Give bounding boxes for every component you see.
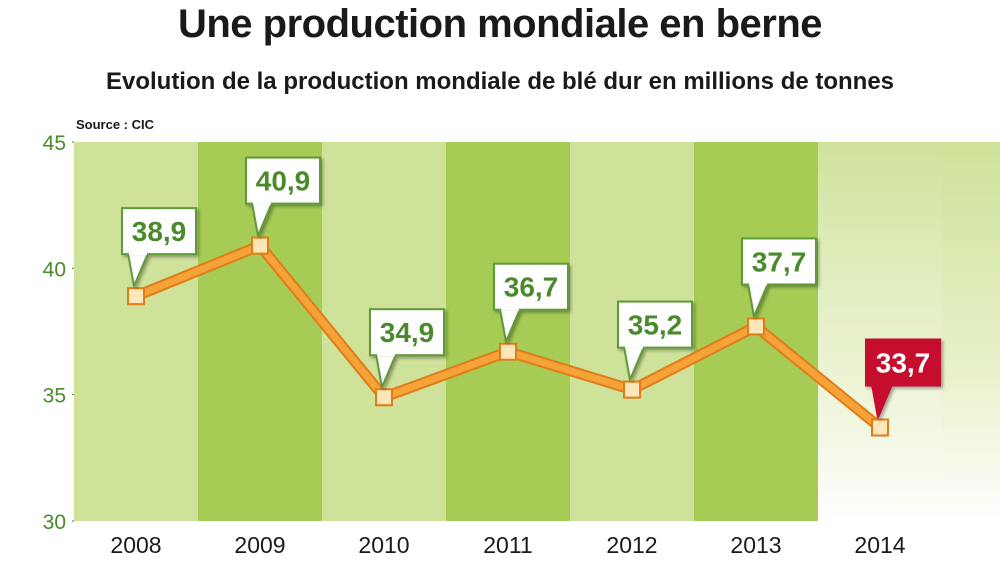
band-2008	[74, 142, 198, 521]
band-edge	[942, 142, 1000, 521]
x-tick-label: 2008	[110, 532, 161, 558]
data-point	[499, 342, 517, 361]
data-label-callout	[493, 262, 569, 343]
data-label-callout	[741, 237, 817, 318]
y-axis: 30 35 40 45	[43, 132, 74, 534]
category-bands	[74, 142, 1000, 521]
x-tick-label: 2014	[854, 532, 905, 558]
data-label: 34,9	[380, 317, 435, 348]
x-axis: 2008 2009 2010 2011 2012 2013 2014	[110, 532, 905, 558]
data-labels: 38,9 40,9 34,9 36,7 35,2 37,7 33,7	[121, 156, 941, 419]
data-point	[251, 236, 269, 255]
x-tick-label: 2009	[234, 532, 285, 558]
x-tick-label: 2010	[358, 532, 409, 558]
chart-subtitle: Evolution de la production mondiale de b…	[105, 68, 895, 95]
data-series	[127, 236, 889, 437]
data-point	[127, 287, 145, 306]
data-label: 38,9	[132, 216, 187, 247]
data-label-callout	[369, 308, 445, 389]
y-tick-label: 40	[43, 258, 66, 281]
x-tick-label: 2011	[483, 532, 532, 558]
x-tick-label: 2013	[730, 532, 781, 558]
x-tick-label: 2012	[606, 532, 657, 558]
data-label: 40,9	[256, 166, 311, 197]
data-point	[375, 388, 393, 407]
data-label: 35,2	[628, 310, 683, 341]
data-label-callout	[865, 338, 941, 419]
data-label: 36,7	[504, 272, 559, 303]
y-tick-label: 35	[43, 385, 66, 408]
chart-title: Une production mondiale en berne	[177, 2, 823, 46]
data-label-callout	[617, 300, 693, 381]
data-label-callout	[245, 156, 321, 237]
source-note: Source : CIC	[76, 117, 155, 132]
data-label-callout	[121, 207, 197, 288]
y-tick-label: 45	[43, 132, 66, 155]
data-label: 33,7	[876, 348, 931, 379]
data-point	[747, 317, 765, 336]
data-label: 37,7	[752, 246, 807, 277]
data-point	[871, 418, 889, 437]
y-tick-label: 30	[43, 511, 66, 534]
data-point	[623, 380, 641, 399]
